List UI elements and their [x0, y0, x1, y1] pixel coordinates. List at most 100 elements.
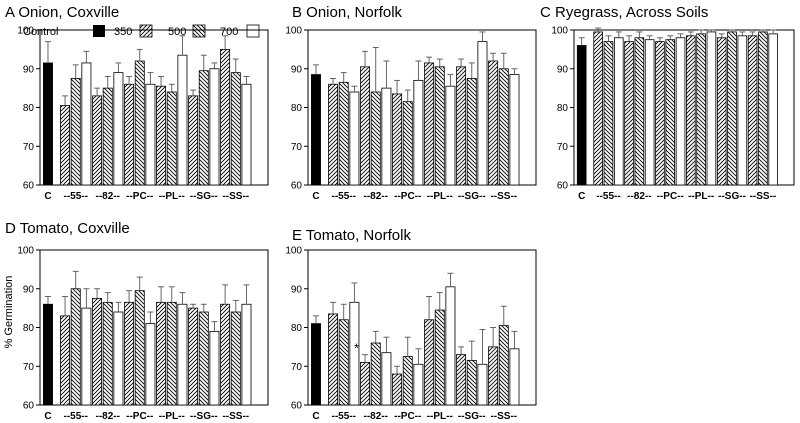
y-tick-label: 60: [291, 181, 303, 192]
x-tick-label: --SG--: [190, 191, 218, 202]
bar-700: [145, 323, 156, 406]
bar-350: [328, 83, 339, 186]
bar-500: [434, 309, 445, 406]
bar-700: [349, 91, 360, 186]
bar-700: [445, 85, 456, 186]
bar-700: [477, 363, 488, 406]
bar-700: [81, 62, 92, 186]
bar-700: [209, 330, 220, 406]
bar-500: [370, 342, 381, 406]
bar-350: [716, 37, 727, 186]
legend-swatch-700: [246, 24, 260, 38]
bar-control: [576, 45, 587, 186]
legend: Control 350 500 700: [23, 24, 260, 38]
x-tick-label: --82--: [96, 411, 120, 422]
bar-350: [424, 319, 435, 406]
y-tick-label: 100: [285, 246, 302, 257]
y-tick-label: 60: [23, 401, 35, 412]
legend-label-700: 700: [220, 26, 238, 38]
x-tick-label: --PL--: [427, 191, 453, 202]
bar-700: [413, 79, 424, 186]
panel-E: E Tomato, Norfolk 60 70 80 90 100 C --55-- --82-…: [285, 227, 537, 422]
bar-500: [338, 319, 349, 406]
bar-350: [392, 93, 403, 186]
y-tick-label: 60: [291, 401, 303, 412]
bar-500: [498, 68, 509, 186]
x-tick-label: --82--: [627, 191, 651, 202]
y-tick-label: 90: [291, 284, 303, 295]
legend-swatch-350: [139, 24, 153, 38]
bar-350: [456, 354, 467, 406]
bar-700: [81, 307, 92, 406]
bar-700: [241, 83, 252, 186]
x-tick-label: --PL--: [159, 191, 185, 202]
x-tick-label: --SG--: [458, 411, 486, 422]
bar-350: [220, 303, 231, 406]
bar-700: [177, 303, 188, 406]
bar-350: [360, 361, 371, 406]
panel-B: B Onion, Norfolk 60 70 80 90 100 C --55-- --82--…: [285, 4, 537, 202]
x-tick-label: --PL--: [688, 191, 714, 202]
bar-700: [644, 39, 655, 186]
bar-500: [198, 70, 209, 186]
y-tick-label: 80: [291, 323, 303, 334]
bar-700: [113, 311, 124, 406]
y-tick-label: 60: [557, 181, 569, 192]
x-tick-label: --55--: [596, 191, 620, 202]
bar-500: [696, 33, 706, 186]
bar-500: [434, 66, 445, 186]
bar-350: [593, 31, 603, 186]
bar-700: [209, 68, 220, 186]
bar-700: [145, 83, 156, 186]
y-tick-label: 80: [23, 323, 35, 334]
bar-350: [655, 41, 665, 186]
bar-500: [498, 325, 509, 406]
x-tick-label-control: C: [578, 191, 585, 202]
y-tick-label: 70: [23, 362, 35, 373]
x-tick-label: --82--: [96, 191, 120, 202]
bar-350: [220, 48, 231, 186]
y-tick-label: 100: [285, 26, 302, 37]
x-tick-label: --55--: [331, 191, 355, 202]
y-tick-label: 90: [23, 64, 35, 75]
bar-500: [166, 91, 177, 186]
x-tick-label-control: C: [44, 191, 51, 202]
bar-700: [509, 348, 520, 406]
bar-700: [768, 33, 779, 186]
bar-500: [70, 78, 81, 186]
y-tick-label: 100: [551, 26, 568, 37]
x-tick-label: --PC--: [657, 191, 684, 202]
bar-350: [686, 35, 696, 186]
bar-control: [43, 62, 53, 186]
panel-title: D Tomato, Coxville: [5, 220, 130, 237]
x-tick-label-control: C: [44, 411, 51, 422]
x-tick-label: --SS--: [750, 191, 777, 202]
y-tick-label: 90: [557, 64, 569, 75]
bar-500: [338, 81, 349, 186]
y-tick-label: 90: [23, 284, 35, 295]
bar-700: [241, 303, 252, 406]
y-tick-label: 70: [291, 362, 303, 373]
bar-500: [727, 31, 737, 186]
panels: A Onion, Coxville 60 70 80 90 100 C --55-- --82-…: [5, 4, 795, 422]
y-tick-label: 60: [23, 181, 35, 192]
x-tick-label: --SS--: [222, 191, 249, 202]
x-tick-label: --SS--: [490, 411, 517, 422]
bar-500: [402, 356, 413, 406]
y-tick-label: 70: [557, 142, 569, 153]
significance-marker: *: [354, 341, 359, 356]
y-axis-label: % Germination: [3, 276, 15, 349]
bar-500: [634, 37, 645, 186]
bar-350: [60, 105, 71, 186]
y-tick-label: 100: [17, 26, 34, 37]
bar-700: [413, 363, 424, 406]
panel-title: A Onion, Coxville: [5, 4, 119, 21]
bar-350: [124, 83, 135, 186]
x-tick-label: --SG--: [190, 411, 218, 422]
x-tick-label: --55--: [331, 411, 355, 422]
x-tick-label: --55--: [63, 411, 87, 422]
x-tick-label: --PL--: [427, 411, 453, 422]
bar-700: [613, 37, 624, 186]
panel-title: C Ryegrass, Across Soils: [540, 4, 708, 21]
